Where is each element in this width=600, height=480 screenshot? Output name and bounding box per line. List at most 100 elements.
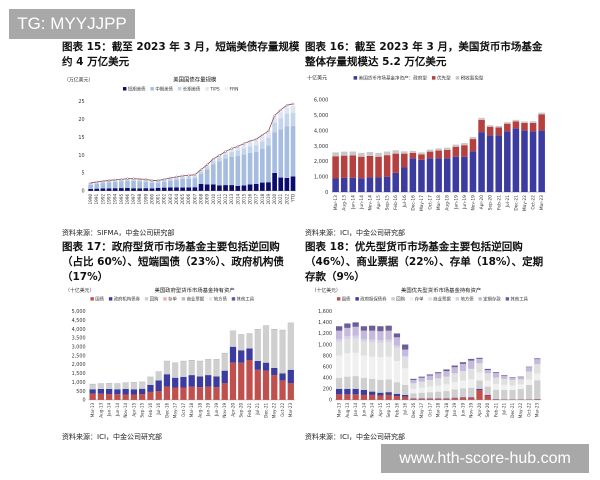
bar-segment [94,183,100,189]
bar-segment [88,184,93,190]
bar-segment [180,376,187,388]
figure-18-panel: 图表 18：优先型货币市场基金主要包括逆回购（46%）、商业票据（22%）、存单… [305,240,550,442]
bar-segment [241,185,247,191]
bar-segment [213,376,220,388]
bar-segment [435,398,442,400]
x-tick-label: 2002 [162,193,167,204]
bar-segment [137,188,143,191]
bar-segment [344,376,351,389]
bar-segment [213,359,220,377]
x-tick-label: Dec-16 [410,195,416,211]
bar-segment [349,177,357,193]
total-marker [175,175,178,178]
legend-swatch [455,76,460,80]
bar-segment [476,389,483,400]
y-tick-label: 15 [78,135,84,141]
bar-segment [451,367,458,374]
x-tick-label: Aug-13 [342,195,348,211]
bar-segment [344,388,351,395]
x-tick-label: Jun-14 [359,195,365,210]
x-tick-label: 2013 [229,193,234,204]
bar-segment [484,380,491,387]
bar-segment [492,384,500,390]
x-tick-label: 2018 [260,193,265,204]
bar-segment [418,387,425,393]
legend-swatch [355,297,359,301]
watermark-url: www.hth-score-hub.com [381,444,589,473]
bar-segment [352,335,359,339]
bar-segment [340,151,348,156]
bar-segment [517,376,524,378]
bar-segment [246,360,253,400]
bar-segment [161,182,167,188]
x-tick-label: Feb-16 [148,402,153,417]
bar-segment [418,398,425,399]
legend-label: 长期美债 [183,85,201,92]
bar-segment [241,154,247,186]
bar-segment [525,366,533,368]
bar-segment [476,372,483,381]
bar-segment [402,396,409,400]
y-tick-label: 2,500 [72,353,86,359]
legend-swatch [478,297,482,301]
bar-segment [360,389,368,395]
bar-segment [410,398,417,399]
bar-segment [451,389,458,398]
total-marker [273,114,276,117]
x-tick-label: Jul-16 [402,195,408,209]
bar-segment [385,379,392,393]
x-tick-label: 2022 [284,193,289,204]
bar-segment [186,187,192,191]
total-marker [224,150,227,153]
bar-segment [443,371,450,377]
bar-segment [410,383,417,389]
bar-segment [260,148,265,183]
legend-swatch [353,76,358,80]
bar-segment [180,187,185,191]
bar-segment [143,179,149,182]
bar-segment [469,139,477,152]
bar-segment [198,173,204,185]
y-tick-label: 1,000 [318,342,332,348]
total-marker [95,180,98,183]
x-tick-label: Jul-21 [505,195,511,209]
legend-swatch [224,87,229,91]
legend-swatch [163,297,167,301]
bar-segment [369,342,376,357]
legend-swatch [122,87,127,91]
bar-segment [352,338,359,353]
y-tick-label: 1,600 [318,309,332,315]
x-tick-label: Sep-15 [386,402,391,417]
bar-segment [221,370,228,384]
x-tick-label: Jan-19 [452,402,457,417]
bar-segment [205,386,212,400]
bar-segment [501,384,508,390]
y-tick-label: 1,000 [72,380,86,386]
y-tick-label: 0 [81,189,84,195]
bar-segment [266,145,271,183]
bar-segment [369,391,376,395]
bar-segment [451,365,458,368]
bar-segment [469,151,477,193]
bar-segment [468,397,475,400]
bar-segment [352,322,359,327]
legend-swatch [431,76,436,80]
bar-segment [180,178,185,188]
bar-segment [534,380,541,400]
x-tick-label: 1992 [100,193,105,204]
total-marker [248,139,252,143]
bar-segment [521,121,528,123]
bar-segment [435,391,442,399]
bar-segment [344,323,351,328]
bar-segment [369,356,376,379]
legend-swatch [391,297,395,301]
bar-segment [393,347,401,362]
bar-segment [131,180,136,189]
bar-segment [192,187,198,191]
bar-segment [426,379,434,387]
bar-segment [512,119,520,122]
bar-segment [196,376,204,388]
bar-segment [393,361,401,383]
bar-segment [155,371,162,381]
bar-segment [253,145,259,152]
